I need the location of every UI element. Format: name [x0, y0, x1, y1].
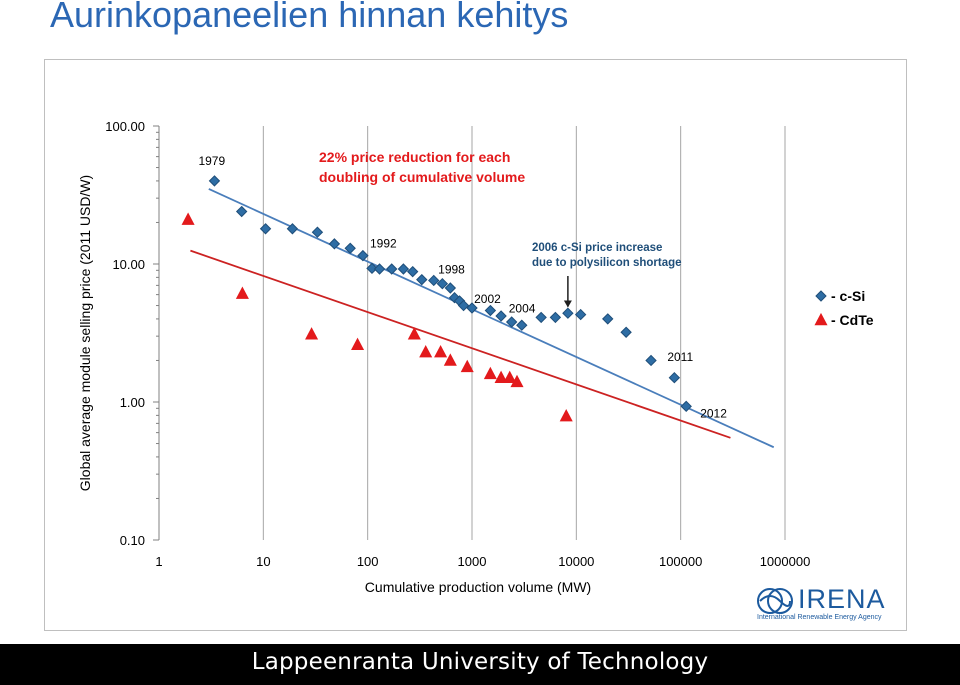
data-point: [373, 263, 386, 275]
y-tick-label: 10.00: [112, 257, 145, 272]
data-point: [305, 327, 319, 340]
data-point: [181, 212, 195, 225]
year-label: 2002: [474, 292, 501, 306]
data-point: [457, 299, 470, 312]
data-point: [602, 313, 614, 325]
data-point: [344, 242, 356, 254]
data-point: [351, 337, 365, 351]
data-point: [510, 374, 524, 388]
slide-title: Aurinkopaneelien hinnan kehitys: [50, 0, 569, 35]
irena-subtitle: International Renewable Energy Agency: [757, 614, 882, 621]
x-tick-label: 100000: [659, 554, 702, 569]
year-label: 2012: [700, 406, 727, 420]
footer-bar: Lappeenranta University of Technology: [0, 644, 960, 685]
data-point: [516, 319, 528, 331]
data-point: [286, 223, 299, 235]
data-point: [407, 327, 421, 340]
data-point: [386, 263, 398, 275]
annotation-text: 22% price reduction for each: [319, 149, 510, 165]
y-tick-label: 0.10: [120, 533, 145, 548]
data-point: [311, 226, 324, 238]
data-point: [428, 274, 440, 287]
data-point: [620, 326, 632, 338]
data-point: [484, 304, 497, 317]
data-point: [416, 273, 428, 286]
legend-marker: [815, 290, 827, 302]
y-axis-label: Global average module selling price (201…: [77, 175, 93, 491]
annotation-text: doubling of cumulative volume: [319, 169, 525, 185]
data-point: [495, 310, 507, 322]
data-point: [562, 307, 574, 319]
data-point: [443, 353, 457, 366]
year-label: 2004: [509, 301, 536, 315]
data-point: [235, 286, 249, 299]
data-point: [483, 366, 497, 380]
trend-line: [190, 249, 731, 439]
year-label: 1998: [438, 263, 465, 277]
data-point: [535, 311, 547, 324]
data-point: [668, 371, 681, 384]
data-point: [357, 249, 369, 262]
irena-globe-icon: [757, 588, 793, 614]
chart-frame: 0.10 1.00 10.00 100.00 1 10 100 1000 10000 100000…: [44, 59, 907, 631]
data-point: [444, 282, 457, 294]
year-label: 1979: [198, 154, 225, 168]
y-tick-label: 100.00: [105, 119, 145, 134]
x-tick-label: 10: [256, 554, 270, 569]
data-point: [436, 277, 449, 290]
data-point: [466, 302, 478, 314]
price-experience-chart: 0.10 1.00 10.00 100.00 1 10 100 1000 10000 100000…: [77, 119, 874, 595]
x-tick-label: 10000: [558, 554, 594, 569]
data-point: [680, 400, 692, 413]
data-point: [505, 316, 518, 328]
annotation-text: due to polysilicon shortage: [532, 257, 682, 269]
x-tick-label: 1000000: [760, 554, 811, 569]
trend-line: [208, 188, 775, 449]
year-label: 1992: [370, 237, 397, 251]
legend-label: - CdTe: [831, 312, 874, 328]
data-point: [406, 265, 419, 278]
x-tick-label: 1: [155, 554, 162, 569]
x-tick-label: 100: [357, 554, 379, 569]
data-point: [645, 354, 657, 367]
data-point: [494, 370, 508, 383]
x-axis-label: Cumulative production volume (MW): [365, 579, 591, 595]
data-point: [208, 175, 221, 187]
data-point: [235, 205, 248, 218]
data-point: [460, 359, 474, 373]
data-point: [434, 345, 448, 358]
data-point: [574, 308, 587, 321]
footer-university-name: Lappeenranta University of Technology: [251, 649, 709, 675]
irena-logo: IRENA International Renewable Energy Age…: [756, 584, 901, 624]
year-label: 2011: [667, 350, 693, 364]
y-tick-label: 1.00: [120, 395, 145, 410]
data-point: [366, 262, 378, 275]
x-tick-label: 1000: [458, 554, 487, 569]
arrow-head: [563, 300, 572, 308]
data-point: [328, 238, 341, 250]
legend-label: - c-Si: [831, 288, 865, 304]
data-point: [419, 345, 433, 358]
irena-wordmark: IRENA: [798, 584, 886, 614]
legend-marker: [814, 312, 828, 326]
data-point: [259, 223, 272, 235]
data-point: [397, 263, 410, 275]
data-point: [549, 311, 562, 324]
annotation-text: 2006 c-Si price increase: [532, 242, 662, 254]
data-point: [559, 409, 573, 422]
data-point: [503, 370, 517, 383]
